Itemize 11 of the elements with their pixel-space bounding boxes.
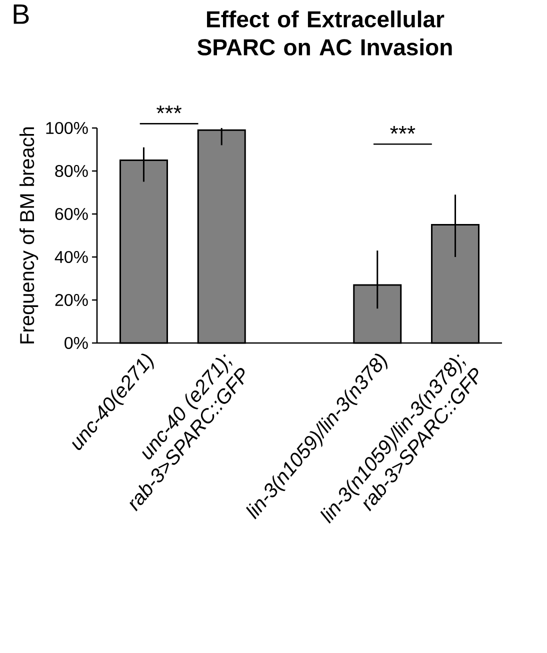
y-tick-label: 60% (55, 208, 88, 220)
y-tick-label: 80% (55, 164, 88, 178)
text: B (14, 4, 29, 24)
text: *** (156, 106, 182, 114)
y-tick-label: 0% (64, 336, 88, 350)
y-axis-title: Frequency of BM breach (19, 127, 38, 344)
chart-title: Effect of Extracellular SPARC on AC Invasion (197, 10, 452, 56)
y-tick-label: 40% (54, 250, 88, 264)
y-tick-label: 20% (55, 294, 88, 306)
y-tick-label: 100% (46, 122, 88, 134)
annotation: *** (390, 126, 416, 134)
